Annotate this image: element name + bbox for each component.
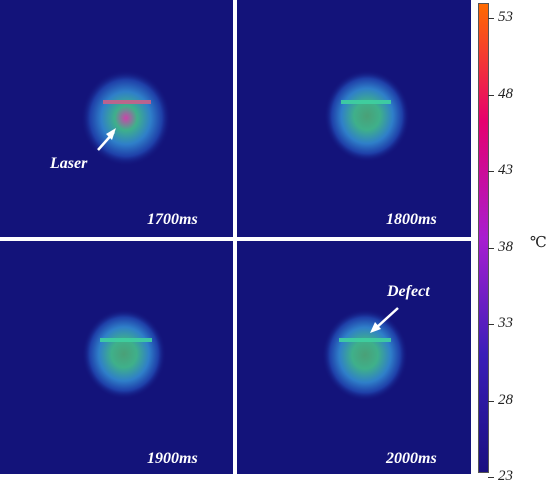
colorbar-tick — [488, 18, 494, 19]
colorbar-tick — [488, 400, 494, 402]
time-label-2: 1800ms — [386, 211, 437, 228]
defect-line — [341, 100, 391, 104]
hot-spot — [82, 309, 166, 399]
hot-spot — [81, 70, 171, 166]
thermal-image — [322, 309, 408, 401]
temperature-colorbar — [478, 3, 489, 473]
colorbar-tick — [488, 94, 494, 96]
defect-line — [339, 338, 391, 342]
colorbar-tick-label: 23 — [498, 468, 513, 484]
colorbar-tick-label: 53 — [498, 9, 513, 25]
hot-spot — [322, 309, 408, 401]
defect-label: Defect — [387, 283, 430, 300]
time-label-4: 2000ms — [386, 450, 437, 467]
colorbar-tick-label: 48 — [498, 85, 513, 102]
colorbar-tick-label: 43 — [498, 162, 513, 178]
thermal-panel-1800ms — [237, 0, 471, 237]
thermal-panel-1700ms — [0, 0, 233, 237]
thermal-panel-2000ms — [237, 241, 471, 474]
thermal-image — [324, 70, 410, 162]
laser-label: Laser — [50, 155, 88, 172]
colorbar-tick — [488, 247, 494, 249]
colorbar-tick — [488, 324, 494, 325]
thermal-panel-1900ms — [0, 241, 233, 474]
colorbar-tick-label: 28 — [498, 391, 513, 408]
defect-line — [100, 338, 152, 342]
colorbar-tick-label: 38 — [498, 238, 513, 255]
colorbar-tick — [488, 477, 494, 478]
time-label-1: 1700ms — [147, 211, 198, 228]
colorbar-tick — [488, 171, 494, 172]
hot-spot — [324, 70, 410, 162]
time-label-3: 1900ms — [147, 450, 198, 467]
thermal-image — [82, 309, 166, 399]
colorbar-unit: ℃ — [530, 233, 547, 251]
thermal-image — [81, 70, 171, 166]
colorbar-tick-label: 33 — [498, 315, 513, 331]
defect-line — [103, 100, 151, 104]
